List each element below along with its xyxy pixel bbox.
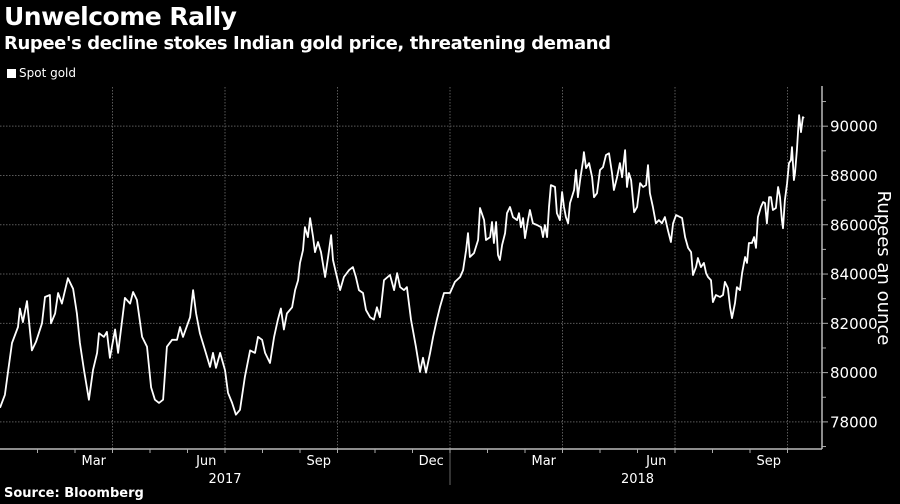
x-tick-label: Mar — [81, 454, 106, 469]
x-tick-label: Mar — [531, 454, 556, 469]
y-axis-title: Rupees an ounce — [873, 191, 894, 346]
source-note: Source: Bloomberg — [4, 486, 144, 501]
chart-subtitle: Rupee's decline stokes Indian gold price… — [4, 33, 611, 54]
y-tick-label: 78000 — [830, 413, 878, 431]
series-line-spot-gold — [0, 114, 805, 416]
y-tick-label: 82000 — [830, 315, 878, 333]
y-tick-label: 86000 — [830, 216, 878, 234]
legend-label: Spot gold — [19, 66, 77, 80]
chart-title: Unwelcome Rally — [4, 2, 237, 31]
y-tick-label: 90000 — [830, 118, 878, 136]
y-tick-label: 88000 — [830, 167, 878, 185]
y-tick-label: 80000 — [830, 364, 878, 382]
x-tick-label: Sep — [756, 454, 781, 469]
y-tick-label: 84000 — [830, 266, 878, 284]
legend-swatch — [7, 68, 16, 78]
x-year-label: 2017 — [208, 472, 241, 487]
x-tick-label: Jun — [195, 454, 216, 469]
x-tick-label: Jun — [645, 454, 666, 469]
legend: Spot gold — [7, 66, 76, 80]
x-year-label: 2018 — [621, 472, 654, 487]
x-tick-label: Sep — [306, 454, 331, 469]
x-tick-label: Dec — [419, 454, 444, 469]
